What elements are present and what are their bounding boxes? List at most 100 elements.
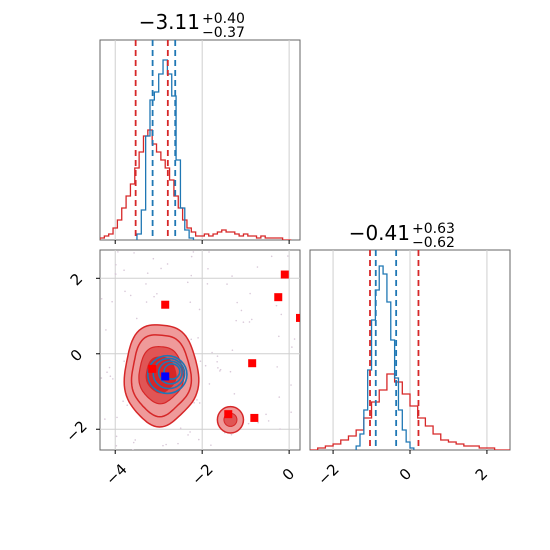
- sample-dot: [109, 375, 112, 377]
- sample-dot: [198, 402, 201, 404]
- sample-dot: [198, 438, 200, 441]
- histogram-step-line: [100, 129, 292, 240]
- joint-xtick-label: 0: [279, 465, 298, 484]
- sample-dot: [179, 427, 182, 429]
- sample-dot: [126, 404, 129, 407]
- sample-dot: [208, 383, 211, 385]
- sample-dot: [115, 435, 118, 438]
- right-title-median: −0.41: [349, 221, 410, 245]
- sample-dot: [270, 255, 273, 258]
- top-marginal-panel: −3.11 +0.40 −0.37: [99, 10, 301, 241]
- right-xtick-label: −2: [314, 460, 342, 488]
- sample-dot: [240, 309, 243, 312]
- red-point-marker: [280, 270, 289, 279]
- sample-dot: [124, 290, 126, 293]
- joint-ytick-label: 2: [67, 270, 86, 289]
- sample-dot: [190, 255, 193, 258]
- joint-xtick-label: −4: [102, 460, 130, 488]
- sample-dot: [257, 421, 259, 424]
- sample-dot: [280, 313, 283, 316]
- sample-dot: [219, 368, 222, 371]
- sample-dot: [242, 321, 245, 323]
- sample-dot: [123, 269, 125, 272]
- histogram-step-line: [355, 265, 415, 450]
- sample-dot: [278, 396, 281, 398]
- sample-dot: [145, 283, 147, 285]
- blue-contour: [163, 363, 181, 380]
- sample-dot: [217, 367, 219, 369]
- sample-dot: [276, 366, 278, 368]
- top-title-median: −3.11: [139, 10, 200, 34]
- sample-dot: [210, 444, 212, 446]
- sample-dot: [100, 377, 103, 379]
- red-point-marker: [224, 410, 233, 419]
- sample-dot: [133, 252, 135, 254]
- red-point-marker: [248, 359, 257, 368]
- sample-dot: [117, 251, 119, 253]
- sample-dot: [135, 317, 138, 320]
- sample-dot: [190, 274, 193, 277]
- sample-dot: [248, 321, 251, 323]
- right-title-plus: +0.63: [412, 221, 455, 237]
- sample-dot: [166, 263, 169, 265]
- blue-point-marker: [161, 372, 170, 381]
- sample-dot: [187, 434, 189, 436]
- sample-dot: [186, 281, 189, 284]
- joint-xtick-label: −2: [188, 460, 216, 488]
- top-title-plus: +0.40: [202, 11, 245, 27]
- sample-dot: [208, 251, 210, 253]
- top-title-minus: −0.37: [202, 25, 245, 41]
- sample-dot: [192, 251, 195, 253]
- sample-dot: [265, 413, 267, 416]
- sample-dot: [275, 304, 278, 307]
- sample-dot: [219, 370, 221, 372]
- joint-ytick-label: −2: [62, 417, 90, 445]
- sample-dot: [229, 370, 232, 373]
- sample-dot: [293, 338, 296, 340]
- sample-dot: [115, 444, 118, 447]
- sample-dot: [116, 416, 118, 419]
- sample-dot: [106, 371, 108, 374]
- sample-dot: [153, 295, 155, 298]
- sample-dot: [231, 275, 233, 277]
- sample-dot: [291, 346, 293, 348]
- sample-dot: [146, 272, 149, 274]
- joint-panel: −4 −2 0 −2 0 2: [62, 249, 301, 489]
- sample-dot: [189, 301, 192, 304]
- red-point-marker: [161, 300, 170, 309]
- sample-dot: [108, 366, 111, 369]
- sample-dot: [152, 257, 155, 260]
- red-contour-2: [130, 334, 193, 418]
- sample-dot: [267, 420, 270, 422]
- sample-dot: [104, 418, 106, 420]
- sample-dot: [231, 349, 234, 352]
- sample-dot: [250, 318, 253, 321]
- top-marginal-frame: [99, 39, 301, 241]
- sample-dot: [226, 283, 228, 285]
- histogram-step-line: [136, 59, 195, 240]
- sample-dot: [287, 255, 289, 257]
- blue-contour: [157, 360, 183, 385]
- sample-dot: [160, 267, 162, 270]
- right-xtick-label: 2: [472, 465, 491, 484]
- red-point-marker: [250, 413, 259, 422]
- sample-dot: [233, 393, 236, 395]
- sample-dot: [196, 399, 198, 401]
- sample-dot: [132, 441, 135, 444]
- sample-dot: [235, 319, 237, 322]
- right-xtick-label: 0: [396, 465, 415, 484]
- sample-dot: [207, 267, 209, 270]
- sample-dot: [206, 283, 209, 285]
- sample-dot: [204, 364, 207, 367]
- sample-dot: [177, 442, 179, 445]
- sample-dot: [199, 360, 202, 362]
- sample-dot: [112, 378, 114, 380]
- sample-dot: [111, 300, 113, 303]
- sample-dot: [114, 272, 117, 275]
- sample-dot: [236, 301, 238, 304]
- right-title-minus: −0.62: [412, 235, 455, 251]
- sample-dot: [129, 294, 132, 297]
- sample-dot: [134, 439, 137, 441]
- sample-dot: [278, 335, 280, 338]
